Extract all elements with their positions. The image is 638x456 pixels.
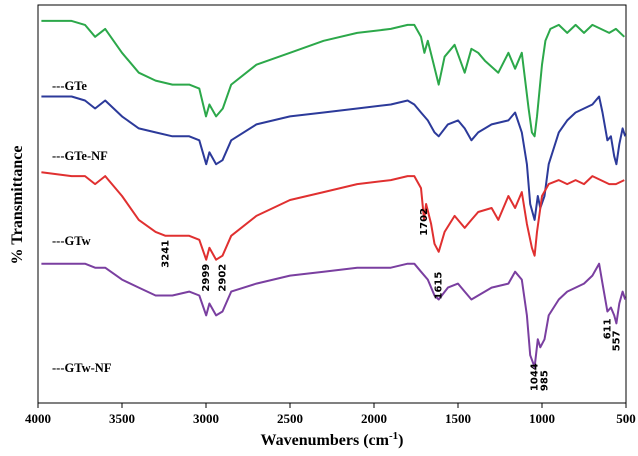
series-label: ---GTe-NF bbox=[52, 149, 108, 163]
x-tick-label: 3000 bbox=[193, 411, 219, 426]
series-line-4 bbox=[41, 262, 627, 369]
series-label: ---GTe bbox=[52, 79, 87, 93]
peak-label: 1044 bbox=[530, 363, 541, 391]
x-tick-label: 2500 bbox=[277, 411, 303, 426]
y-axis-title: % Transmittance bbox=[9, 146, 26, 265]
peak-label: 2999 bbox=[201, 264, 212, 292]
peak-label: 1702 bbox=[419, 208, 430, 236]
series-labels: ---GTe ---GTe-NF ---GTw ---GTw-NF bbox=[52, 79, 112, 375]
plot-frame bbox=[37, 4, 627, 404]
series-label: ---GTw-NF bbox=[52, 361, 112, 375]
x-axis-title: Wavenumbers (cm-1) bbox=[261, 430, 404, 449]
series-line-2 bbox=[41, 95, 627, 221]
series-line-3 bbox=[41, 171, 625, 261]
x-tick-label: 4000 bbox=[25, 411, 51, 426]
peak-label: 611 bbox=[602, 318, 613, 339]
series-layer bbox=[41, 19, 627, 369]
series-line-1 bbox=[41, 19, 625, 138]
peak-label: 2902 bbox=[218, 264, 229, 292]
series-label: ---GTw bbox=[52, 234, 91, 248]
x-tick-label: 3500 bbox=[109, 411, 135, 426]
x-tick-label: 1000 bbox=[529, 411, 555, 426]
x-tick-label: 500 bbox=[616, 411, 636, 426]
peak-label: 557 bbox=[611, 330, 622, 351]
peak-label: 985 bbox=[540, 370, 551, 391]
peak-label: 1615 bbox=[434, 272, 445, 300]
x-axis: 4000 3500 3000 2500 2000 1500 1000 500 bbox=[25, 403, 636, 426]
x-tick-label: 1500 bbox=[445, 411, 471, 426]
peak-label: 3241 bbox=[161, 240, 172, 268]
x-tick-label: 2000 bbox=[361, 411, 387, 426]
